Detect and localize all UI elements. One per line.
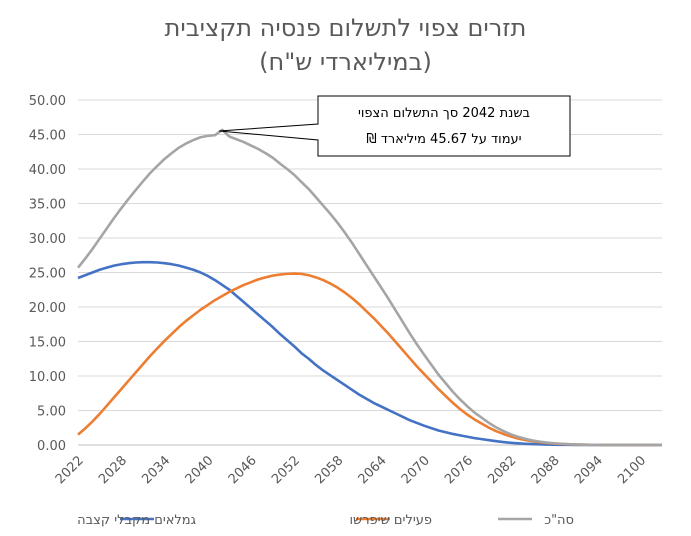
y-tick-label: 15.00	[29, 336, 66, 351]
x-tick-label: 2040	[183, 453, 217, 487]
y-tick-label: 20.00	[29, 301, 66, 316]
x-tick-label: 2022	[53, 453, 87, 487]
x-tick-label: 2028	[96, 453, 130, 487]
legend-label: פעילים שיפרשו	[349, 513, 432, 528]
y-tick-label: 45.00	[29, 129, 66, 144]
x-tick-label: 2052	[269, 453, 303, 487]
series-line-3	[76, 128, 662, 447]
y-tick-label: 50.00	[29, 94, 66, 109]
x-tick-label: 2034	[139, 453, 173, 487]
x-tick-label: 2064	[356, 453, 390, 487]
x-tick-label: 2100	[615, 453, 649, 487]
x-tick-label: 2058	[312, 453, 346, 487]
chart-title: תזרים צפוי לתשלום פנסיה תקציבית	[164, 14, 527, 42]
legend: גמלאים מקבלי קצבה פעילים שיפרשו סה"כ	[77, 513, 574, 528]
legend-label: סה"כ	[544, 513, 574, 528]
callout-text-line1: בשנת 2042 סך התשלום הצפוי	[357, 106, 531, 121]
x-tick-label: 2082	[485, 453, 519, 487]
y-tick-label: 10.00	[29, 370, 66, 385]
x-tick-label: 2088	[529, 453, 563, 487]
y-tick-label: 0.00	[37, 439, 66, 454]
series-lines	[76, 128, 662, 447]
y-tick-label: 35.00	[29, 198, 66, 213]
callout-box	[218, 95, 571, 157]
y-tick-label: 30.00	[29, 232, 66, 247]
y-tick-label: 40.00	[29, 163, 66, 178]
y-tick-label: 25.00	[29, 267, 66, 282]
x-tick-label: 2094	[572, 453, 606, 487]
annotation-callout	[218, 95, 571, 157]
x-tick-label: 2046	[226, 453, 260, 487]
y-tick-label: 5.00	[37, 405, 66, 420]
x-tick-label: 2070	[399, 453, 433, 487]
x-tick-label: 2076	[442, 453, 476, 487]
legend-label: גמלאים מקבלי קצבה	[77, 513, 196, 528]
chart-subtitle: (במיליארדי ש"ח)	[259, 48, 432, 76]
series-line-2	[77, 272, 662, 447]
callout-text-line2: יעמוד על 45.67 מיליארד ₪	[366, 132, 522, 147]
series-line-1	[77, 260, 662, 447]
